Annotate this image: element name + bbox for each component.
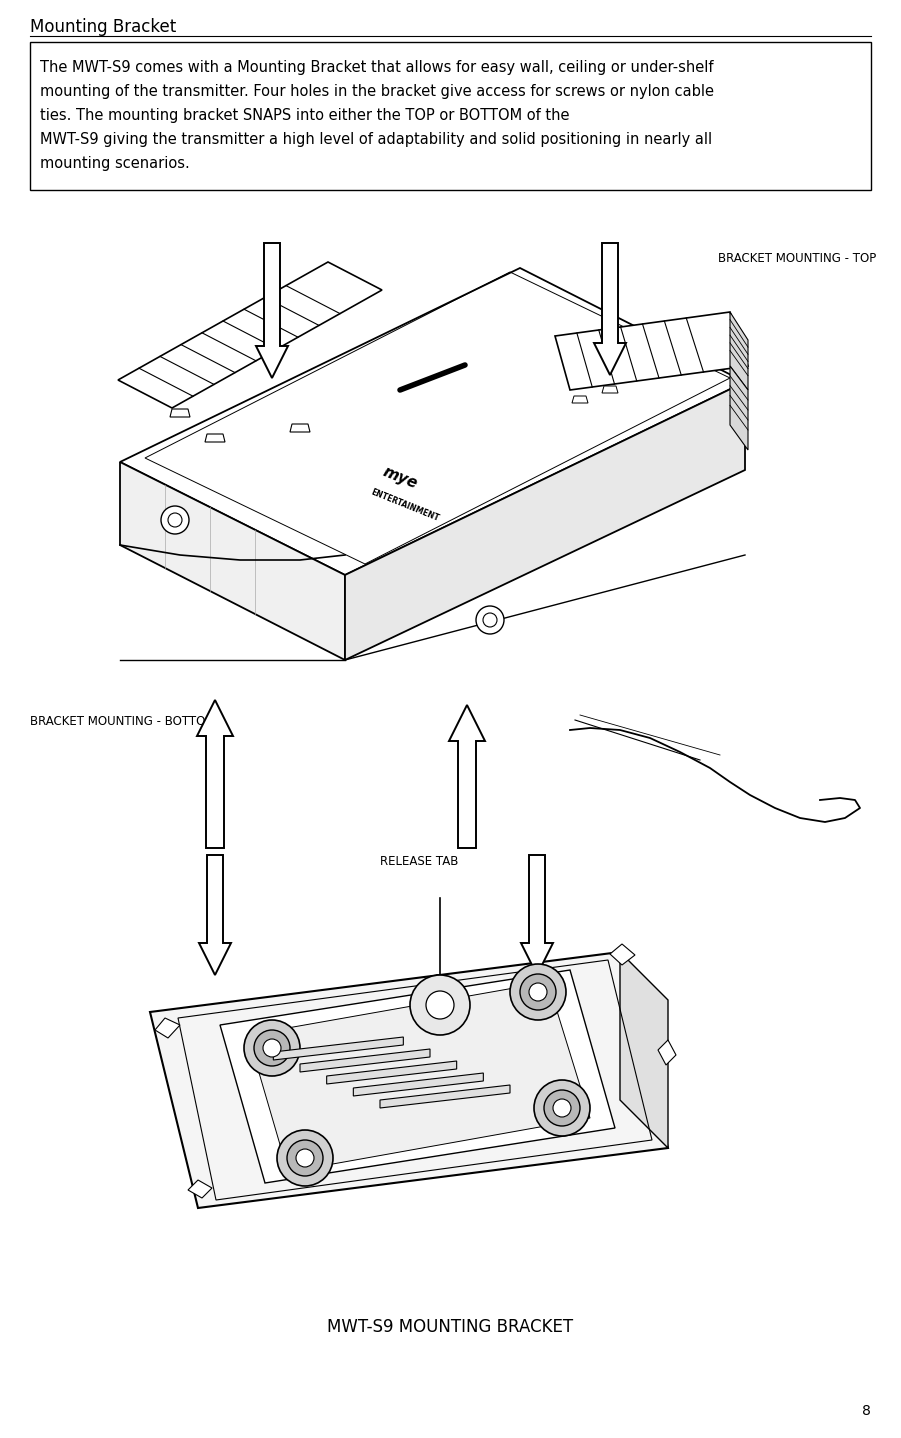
Circle shape xyxy=(296,1149,314,1168)
Circle shape xyxy=(534,1080,590,1136)
Circle shape xyxy=(254,1030,290,1066)
Polygon shape xyxy=(380,1086,510,1109)
Polygon shape xyxy=(199,856,231,975)
Circle shape xyxy=(553,1099,571,1117)
Text: mounting of the transmitter. Four holes in the bracket give access for screws or: mounting of the transmitter. Four holes … xyxy=(40,83,714,99)
Circle shape xyxy=(544,1090,580,1126)
Circle shape xyxy=(520,974,556,1009)
Polygon shape xyxy=(197,700,233,848)
Circle shape xyxy=(263,1040,281,1057)
Polygon shape xyxy=(449,705,485,848)
Polygon shape xyxy=(730,312,748,390)
Polygon shape xyxy=(594,243,626,375)
Polygon shape xyxy=(170,408,190,417)
Circle shape xyxy=(161,506,189,533)
Text: Mounting Bracket: Mounting Bracket xyxy=(30,19,177,36)
Polygon shape xyxy=(205,434,225,441)
Text: mye: mye xyxy=(380,464,420,492)
Polygon shape xyxy=(620,952,668,1148)
Polygon shape xyxy=(155,1018,180,1038)
Polygon shape xyxy=(345,383,745,660)
Polygon shape xyxy=(521,856,553,975)
Polygon shape xyxy=(188,1181,212,1198)
Text: mounting scenarios.: mounting scenarios. xyxy=(40,155,190,171)
Polygon shape xyxy=(658,1040,676,1066)
Text: RELEASE TAB: RELEASE TAB xyxy=(380,856,459,869)
Polygon shape xyxy=(220,971,615,1183)
Polygon shape xyxy=(118,262,382,408)
Polygon shape xyxy=(555,312,748,390)
Circle shape xyxy=(476,605,504,634)
Circle shape xyxy=(244,1020,300,1076)
Polygon shape xyxy=(290,424,310,431)
Text: MWT-S9 MOUNTING BRACKET: MWT-S9 MOUNTING BRACKET xyxy=(327,1319,573,1336)
Circle shape xyxy=(483,613,497,627)
Circle shape xyxy=(529,984,547,1001)
Polygon shape xyxy=(120,462,345,660)
Polygon shape xyxy=(327,1061,457,1084)
Polygon shape xyxy=(572,395,588,403)
Text: ENTERTAINMENT: ENTERTAINMENT xyxy=(369,487,441,523)
Polygon shape xyxy=(256,243,288,378)
Polygon shape xyxy=(353,1073,483,1096)
Polygon shape xyxy=(602,385,618,393)
Circle shape xyxy=(277,1130,333,1186)
Circle shape xyxy=(426,991,454,1020)
Text: The MWT-S9 comes with a Mounting Bracket that allows for easy wall, ceiling or u: The MWT-S9 comes with a Mounting Bracket… xyxy=(40,60,714,75)
Polygon shape xyxy=(150,952,668,1208)
Polygon shape xyxy=(273,1037,404,1060)
Polygon shape xyxy=(120,267,745,575)
Text: 8: 8 xyxy=(862,1403,871,1418)
Text: BRACKET MOUNTING - BOTTOM: BRACKET MOUNTING - BOTTOM xyxy=(30,715,215,728)
Polygon shape xyxy=(300,1048,430,1071)
Polygon shape xyxy=(610,943,635,965)
Circle shape xyxy=(168,513,182,526)
FancyBboxPatch shape xyxy=(30,42,871,190)
Circle shape xyxy=(510,963,566,1020)
Circle shape xyxy=(287,1140,323,1176)
Text: ties. The mounting bracket SNAPS into either the TOP or BOTTOM of the: ties. The mounting bracket SNAPS into ei… xyxy=(40,108,569,124)
Polygon shape xyxy=(730,367,748,450)
Polygon shape xyxy=(248,982,590,1172)
Circle shape xyxy=(410,975,470,1035)
Text: BRACKET MOUNTING - TOP: BRACKET MOUNTING - TOP xyxy=(718,252,877,265)
Text: MWT-S9 giving the transmitter a high level of adaptability and solid positioning: MWT-S9 giving the transmitter a high lev… xyxy=(40,132,712,147)
